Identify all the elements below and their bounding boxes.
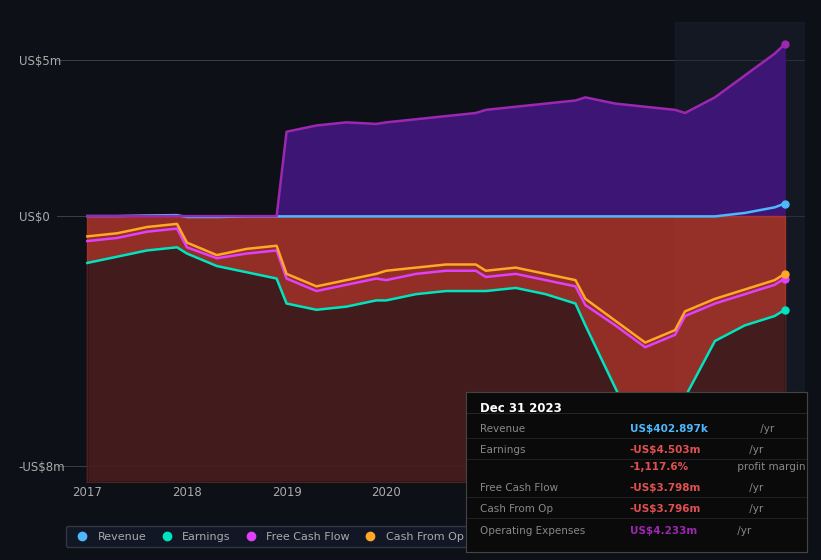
Text: Dec 31 2023: Dec 31 2023 xyxy=(480,402,562,414)
Text: -1,117.6%: -1,117.6% xyxy=(630,462,689,472)
Text: /yr: /yr xyxy=(745,504,763,514)
Text: US$402.897k: US$402.897k xyxy=(630,424,708,434)
Text: Revenue: Revenue xyxy=(480,424,525,434)
Text: -US$3.798m: -US$3.798m xyxy=(630,483,701,493)
Text: /yr: /yr xyxy=(757,424,774,434)
Text: -US$4.503m: -US$4.503m xyxy=(630,445,701,455)
Text: Cash From Op: Cash From Op xyxy=(480,504,553,514)
Text: /yr: /yr xyxy=(734,526,751,536)
Text: profit margin: profit margin xyxy=(734,462,805,472)
Bar xyxy=(675,22,805,482)
Text: /yr: /yr xyxy=(745,483,763,493)
Text: Operating Expenses: Operating Expenses xyxy=(480,526,585,536)
Text: US$4.233m: US$4.233m xyxy=(630,526,697,536)
Text: Earnings: Earnings xyxy=(480,445,525,455)
Legend: Revenue, Earnings, Free Cash Flow, Cash From Op, Operating Expenses: Revenue, Earnings, Free Cash Flow, Cash … xyxy=(66,526,617,547)
Text: Free Cash Flow: Free Cash Flow xyxy=(480,483,558,493)
Text: -US$3.796m: -US$3.796m xyxy=(630,504,701,514)
Text: /yr: /yr xyxy=(745,445,763,455)
